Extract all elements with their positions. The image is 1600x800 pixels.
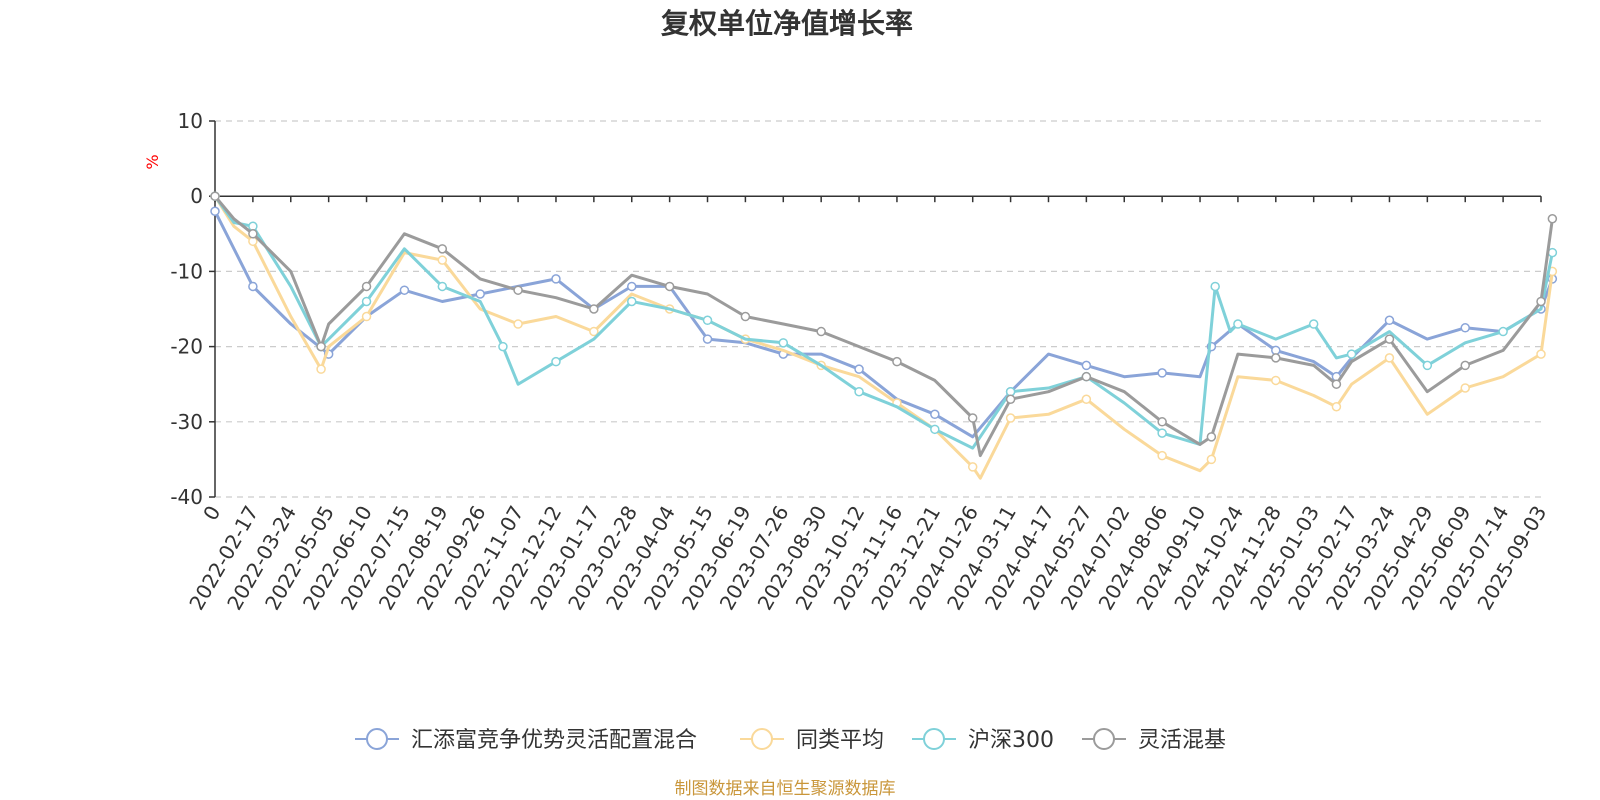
data-point [316, 341, 326, 352]
data-point [437, 255, 448, 265]
legend-item-3[interactable]: 灵活混基 [1082, 728, 1226, 753]
data-point [1536, 349, 1546, 359]
series-line-2 [213, 194, 1554, 450]
data-point [1331, 402, 1342, 412]
data-point [1157, 450, 1167, 461]
y-axis-unit: % [143, 154, 162, 169]
data-point [1384, 334, 1395, 344]
data-point [1308, 319, 1319, 329]
data-point [967, 413, 978, 423]
legend-circle-icon [366, 728, 388, 750]
data-point [1081, 394, 1092, 404]
data-point [248, 281, 258, 292]
data-point [626, 296, 637, 307]
data-point [1460, 383, 1470, 393]
data-point [1081, 360, 1092, 371]
data-point [1005, 413, 1016, 423]
data-point [361, 296, 372, 307]
data-point [589, 326, 599, 337]
data-point [1233, 319, 1243, 329]
data-point [513, 319, 523, 329]
y-tick-label: -30 [170, 410, 203, 434]
data-point [1081, 371, 1092, 382]
data-point [361, 281, 372, 292]
data-point [702, 315, 713, 326]
x-tick-label: 0 [198, 502, 225, 525]
data-point [1384, 353, 1395, 363]
data-point [248, 229, 258, 239]
legend-circle-icon [923, 728, 945, 750]
data-point [1498, 326, 1508, 337]
data-point [475, 289, 485, 299]
data-point [399, 285, 410, 295]
data-point [589, 304, 599, 314]
data-point [210, 206, 220, 216]
data-point [1210, 281, 1220, 292]
legend-label: 灵活混基 [1138, 728, 1226, 753]
data-point [930, 409, 940, 420]
axis-layer: 100-10-20-30-4002022-02-172022-03-242022… [170, 109, 1551, 614]
legend[interactable]: 汇添富竞争优势灵活配置混合 同类平均 沪深300 灵活混基 [355, 728, 1226, 753]
data-point [361, 311, 372, 322]
legend-item-0[interactable]: 汇添富竞争优势灵活配置混合 [355, 728, 697, 753]
data-point [1271, 353, 1281, 363]
data-point [626, 281, 637, 292]
data-point [930, 424, 940, 435]
data-point [498, 341, 508, 352]
data-point [854, 386, 864, 397]
data-point [664, 281, 675, 292]
y-tick-label: 0 [190, 184, 203, 208]
legend-circle-icon [751, 728, 773, 750]
data-point [740, 311, 751, 322]
data-point [1547, 214, 1558, 224]
y-tick-label: -40 [170, 485, 203, 509]
data-point [892, 356, 902, 367]
data-point [1157, 428, 1167, 438]
data-point [316, 364, 326, 374]
source-note: 制图数据来自恒生聚源数据库 [675, 779, 896, 799]
data-point [1460, 323, 1470, 333]
legend-label: 同类平均 [796, 728, 884, 753]
data-point [702, 334, 713, 344]
legend-item-1[interactable]: 同类平均 [740, 728, 884, 753]
series-line-3 [213, 194, 1554, 458]
data-point [210, 191, 220, 201]
data-point [778, 338, 789, 348]
y-tick-label: -20 [170, 335, 203, 359]
data-point [551, 274, 561, 284]
legend-label: 汇添富竞争优势灵活配置混合 [411, 728, 697, 753]
data-point [1422, 360, 1433, 371]
series-line-0 [213, 209, 1554, 439]
data-point [854, 364, 864, 374]
data-point [1271, 375, 1281, 386]
legend-circle-icon [1093, 728, 1115, 750]
series-layer [210, 191, 1558, 480]
legend-label: 沪深300 [968, 728, 1054, 753]
data-point [1206, 454, 1217, 465]
data-point [1536, 296, 1546, 307]
y-tick-label: -10 [170, 259, 203, 283]
data-point [551, 356, 561, 367]
legend-item-2[interactable]: 沪深300 [912, 728, 1054, 753]
y-tick-label: 10 [178, 109, 203, 133]
data-point [1157, 417, 1167, 427]
chart-title: 复权单位净值增长率 [661, 7, 913, 40]
data-point [1157, 368, 1167, 378]
data-point [1460, 360, 1470, 371]
data-point [1384, 315, 1395, 326]
data-point [437, 281, 448, 292]
data-point [1346, 349, 1357, 359]
data-point [1331, 379, 1342, 389]
data-point [816, 326, 826, 337]
data-point [513, 285, 523, 295]
data-point [967, 462, 978, 472]
data-point [437, 244, 448, 254]
data-point [1206, 432, 1217, 442]
grid-layer [215, 120, 1541, 498]
data-point [1005, 394, 1016, 404]
